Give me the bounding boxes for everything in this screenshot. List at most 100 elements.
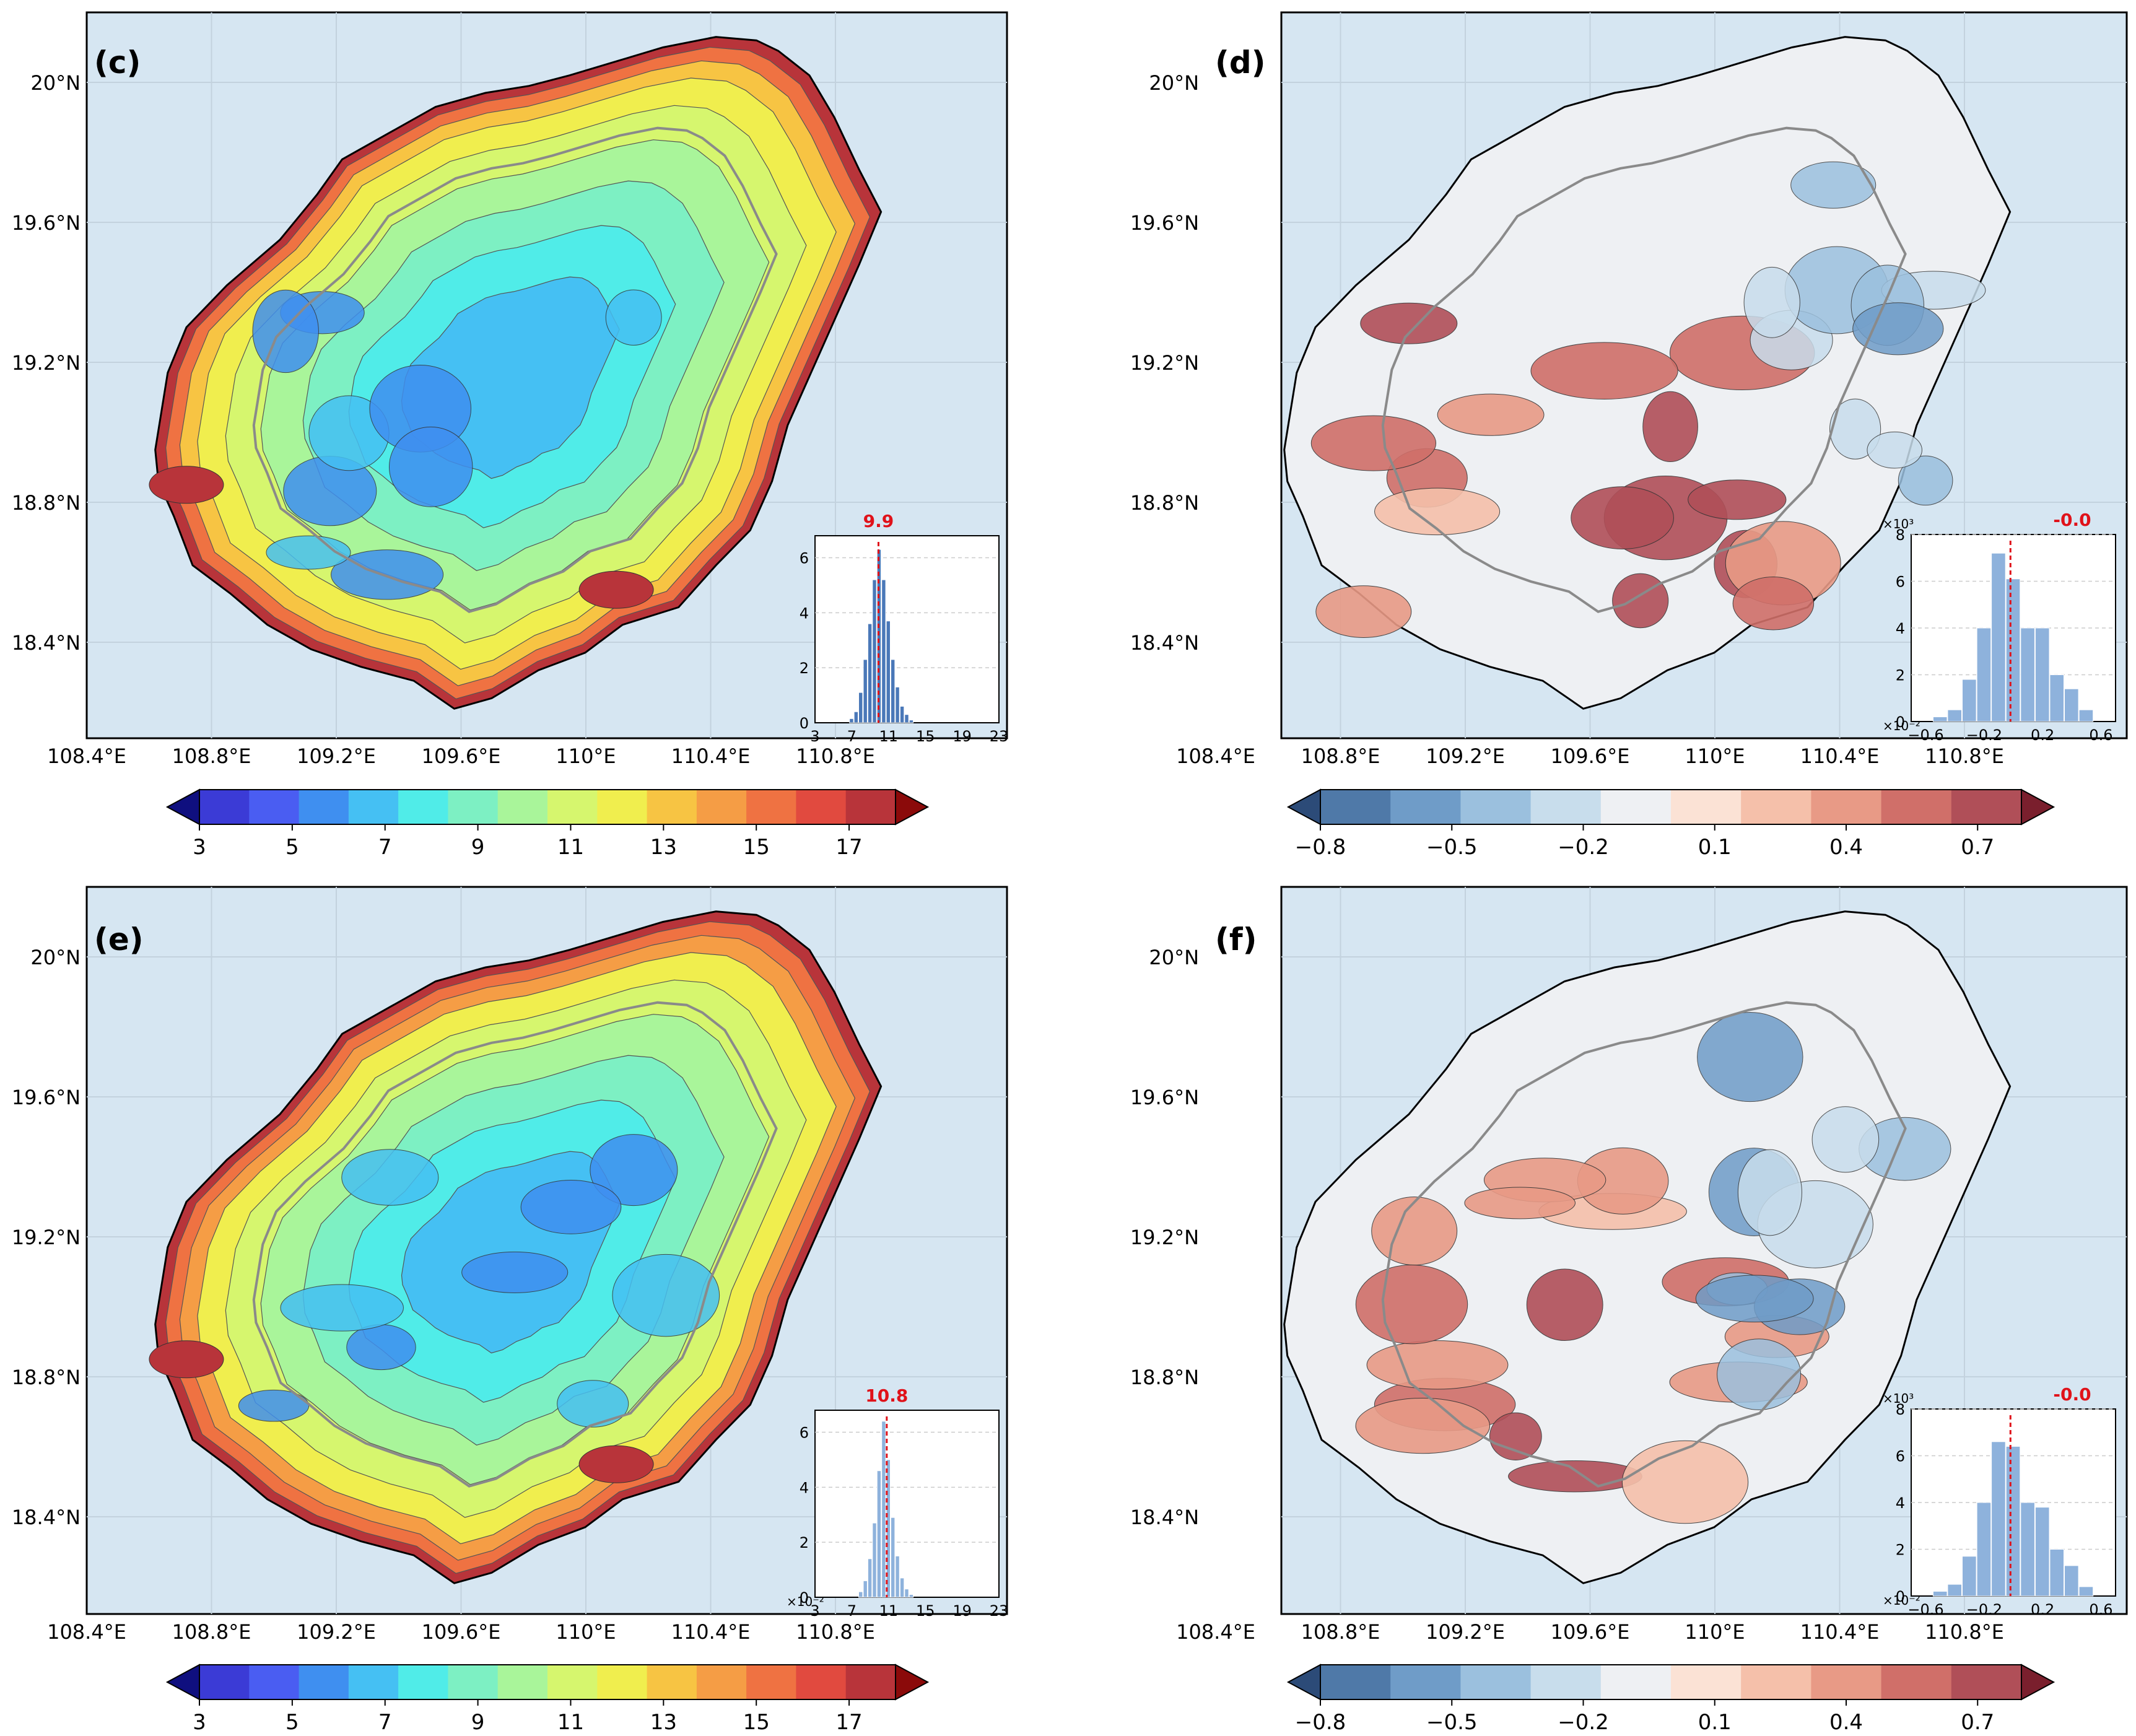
colorbar-segment [1951, 1665, 2022, 1699]
hist-x-tick: 3 [810, 1602, 819, 1620]
island-map [1283, 36, 2012, 710]
colorbar-segment [1460, 790, 1532, 824]
colorbar: 3 5 7 9 11 13 15 17 [165, 788, 930, 860]
county-boundary [1381, 1001, 1907, 1488]
contour-blob [1867, 431, 1922, 469]
contour-blob [1829, 398, 1881, 460]
hist-x-tick: 0.2 [2031, 726, 2054, 744]
lon-tick-labels: 108.4°E 108.8°E 109.2°E 109.6°E 110°E 110.4°E… [47, 1620, 875, 1644]
contour-blob [1732, 577, 1815, 630]
colorbar-tick-label: −0.5 [1426, 835, 1478, 860]
hist-x-tick: 0.6 [2089, 1601, 2112, 1618]
panel-c: (c) 20°N 19.6°N 19.2°N 18.8°N 18.4°N 108.4°E… [12, 11, 1008, 860]
colorbar-segment [1811, 1665, 1882, 1699]
hist-mean-label: -0.0 [2053, 1384, 2091, 1405]
lon-tick-label: 110.4°E [1800, 1620, 1880, 1644]
lon-tick-label: 110.4°E [671, 1620, 751, 1644]
colorbar-segment [1671, 1665, 1741, 1699]
contour-blob [612, 1254, 720, 1337]
contour-blob [557, 1380, 629, 1428]
lat-tick-label: 19.6°N [12, 1086, 81, 1109]
hist-x-tick: 15 [916, 1602, 935, 1620]
colorbar-segment [1530, 1665, 1602, 1699]
contour-blob [1315, 585, 1412, 638]
colorbar-tick-label: 0.4 [1829, 1710, 1863, 1735]
colorbar-segment [1320, 1665, 1391, 1699]
colorbar-tick-label: 7 [378, 1710, 392, 1735]
lon-tick-label: 110°E [556, 1620, 616, 1644]
hist-y-tick: 6 [800, 1424, 809, 1442]
lat-tick-label: 18.8°N [12, 491, 81, 515]
hist-x-tick: 19 [952, 1602, 972, 1620]
hist-bar [1947, 1584, 1962, 1597]
colorbar-tick-label: 7 [378, 835, 392, 860]
hist-x-tick: −0.2 [1966, 726, 2002, 744]
contour-blob [1811, 1106, 1880, 1173]
lon-tick-label: 108.8°E [1301, 1620, 1380, 1644]
lon-tick-label: 110.8°E [1925, 1620, 2004, 1644]
contour-blob [1530, 342, 1678, 400]
colorbar-tick-label: −0.8 [1295, 1710, 1346, 1735]
colorbar-segment [249, 1665, 300, 1699]
lat-tick-label: 18.4°N [1130, 631, 1199, 655]
colorbar-segment [845, 790, 896, 824]
contour-blob [266, 535, 351, 570]
colorbar-segment [497, 790, 548, 824]
lon-tick-label: 110.8°E [796, 1620, 875, 1644]
hist-bar [2005, 578, 2021, 722]
hist-bar [899, 705, 905, 723]
island-map [149, 910, 883, 1584]
lon-tick-label: 109.2°E [1426, 1620, 1505, 1644]
colorbar-segment [1390, 790, 1461, 824]
lat-tick-labels: 20°N 19.6°N 19.2°N 18.8°N 18.4°N [1130, 71, 1199, 655]
hist-y-tick: 4 [1896, 620, 1905, 637]
hist-bar [2020, 627, 2035, 722]
lon-tick-label: 108.4°E [1176, 1620, 1255, 1644]
hist-bar [858, 1591, 863, 1598]
hist-y-tick: 6 [1896, 1448, 1905, 1465]
contour-blob [1464, 1187, 1576, 1219]
colorbar-extend-high [2021, 788, 2055, 826]
hist-bar [2078, 709, 2094, 722]
lat-tick-label: 20°N [1149, 71, 1199, 95]
hist-x-tick: 0.2 [2031, 1601, 2054, 1618]
lat-tick-label: 20°N [30, 71, 81, 95]
colorbar-segment [597, 1665, 648, 1699]
hist-bar [909, 1594, 914, 1598]
hist-bar [872, 579, 877, 723]
colorbar-segment [1811, 790, 1882, 824]
colorbar-tick-label: −0.8 [1295, 835, 1346, 860]
lon-tick-label: 109.2°E [297, 744, 376, 768]
hist-x-scale: ×10⁻² [1883, 718, 1920, 733]
colorbar-extend-low [165, 1664, 200, 1701]
lat-tick-labels: 20°N 19.6°N 19.2°N 18.8°N 18.4°N [1130, 946, 1199, 1529]
hist-frame [814, 1410, 1000, 1598]
lat-tick-label: 19.2°N [1130, 351, 1199, 375]
lon-tick-label: 108.4°E [47, 1620, 126, 1644]
island-map [1283, 910, 2012, 1584]
colorbar-segment [299, 790, 349, 824]
contour-blob [1852, 302, 1944, 355]
colorbar-tick-label: 15 [743, 1710, 770, 1735]
contour-blob [1612, 573, 1669, 629]
contour-blob [578, 570, 654, 609]
panel-label: (d) [1215, 45, 1266, 81]
contour-blob [1697, 1012, 1803, 1102]
hist-x-tick: −0.2 [1966, 1601, 2002, 1618]
colorbar: 3 5 7 9 11 13 15 17 [165, 1664, 930, 1735]
lon-tick-label: 108.4°E [1176, 744, 1255, 768]
colorbar-segment [547, 1665, 598, 1699]
colorbar-tick-label: 9 [471, 1710, 485, 1735]
panel-e: (e) 20°N 19.6°N 19.2°N 18.8°N 18.4°N 108.4°E… [12, 886, 1008, 1735]
colorbar-segment [1881, 1665, 1952, 1699]
hist-y-tick: 8 [1896, 1401, 1905, 1418]
hist-bar [2049, 674, 2064, 722]
lat-tick-label: 19.6°N [12, 211, 81, 235]
hist-y-tick: 0 [800, 715, 809, 732]
colorbar-tick-label: 13 [650, 1710, 677, 1735]
hist-y-tick: 0 [1896, 713, 1905, 731]
lat-tick-label: 18.8°N [1130, 1366, 1199, 1389]
lon-tick-label: 110.8°E [1925, 744, 2004, 768]
lon-tick-label: 110°E [1685, 744, 1745, 768]
contour-blob [605, 289, 662, 346]
